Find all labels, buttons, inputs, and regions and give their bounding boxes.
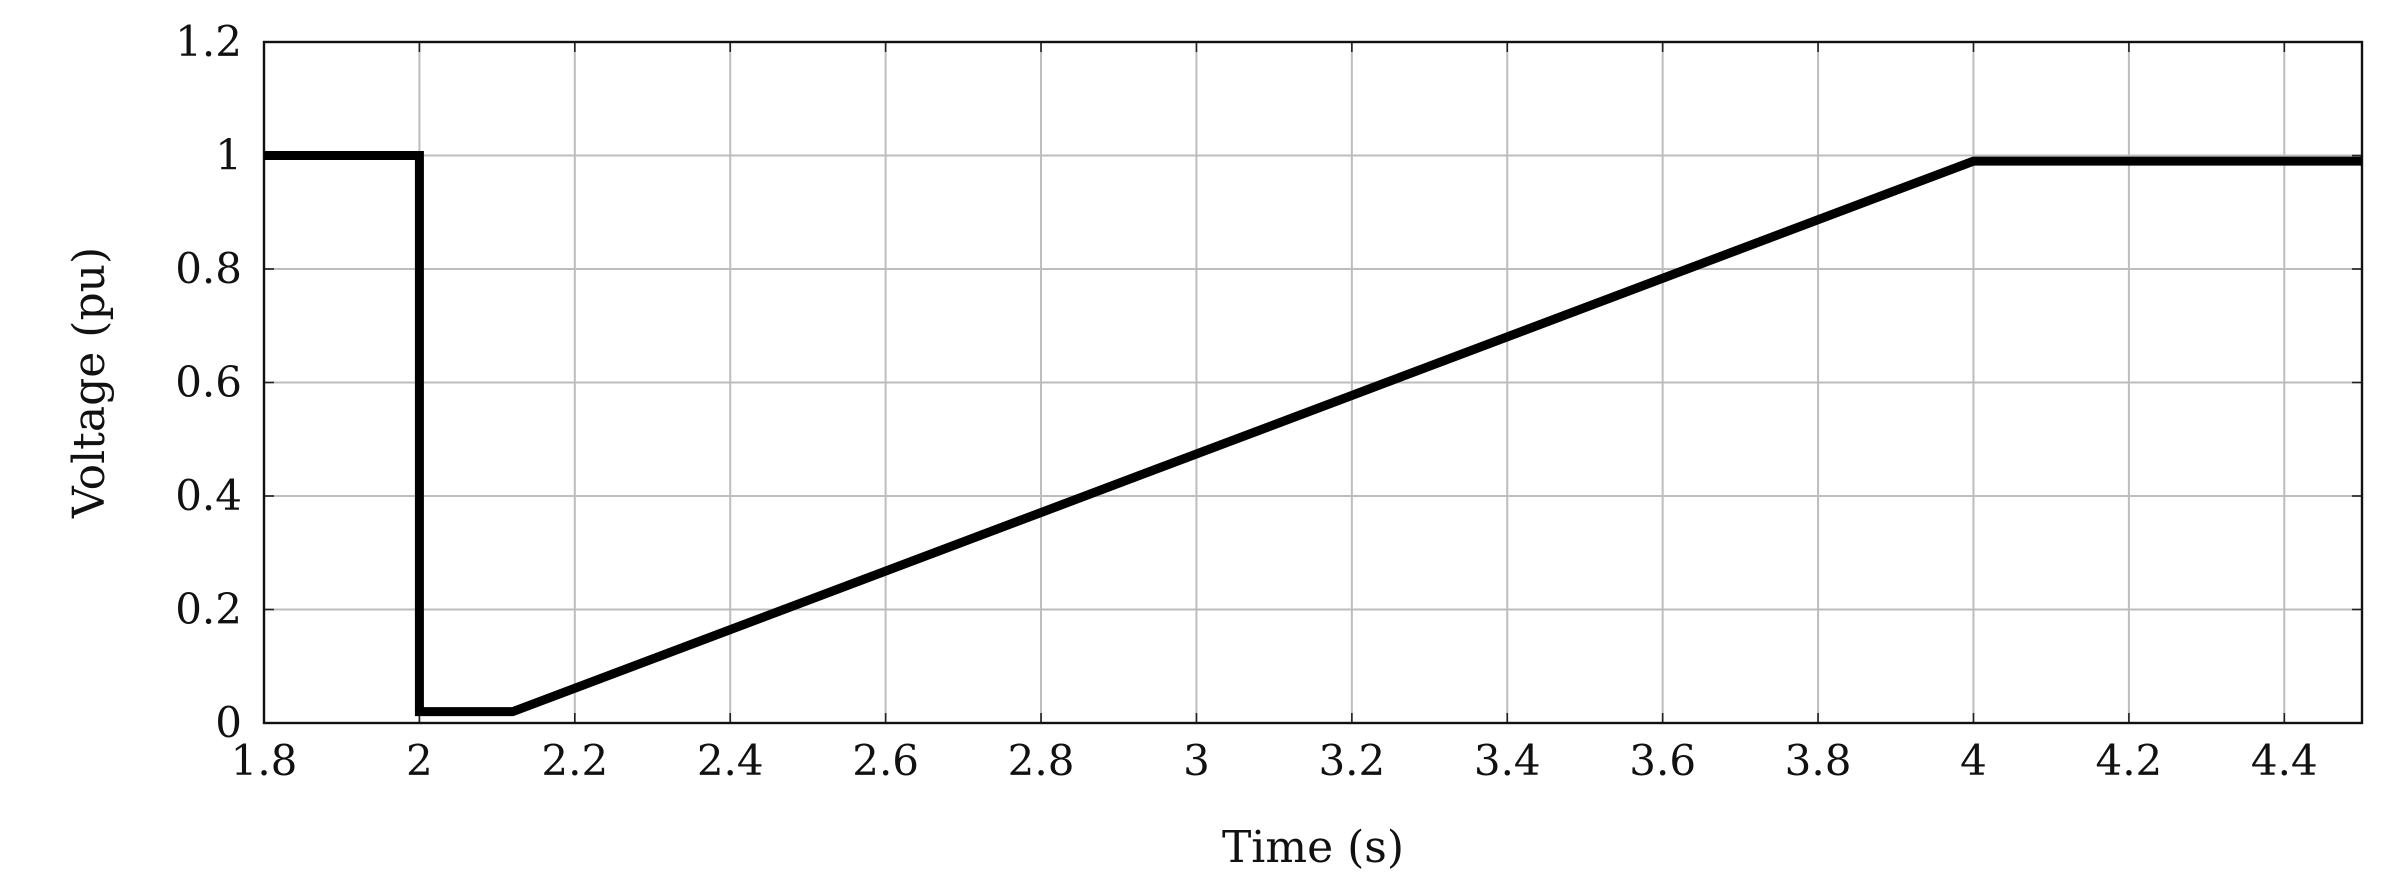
y-tick-labels: 0 0.2 0.4 0.6 0.8 1 1.2	[175, 17, 242, 747]
y-tick-label: 0.2	[175, 585, 242, 634]
plot-area-frame	[262, 40, 2364, 725]
series-line	[264, 151, 2362, 717]
y-tick-label: 0.6	[175, 358, 242, 407]
x-tick-label: 3.2	[1318, 736, 1385, 785]
x-tick-label: 3.8	[1785, 736, 1852, 785]
x-tick-label: 2.2	[541, 736, 608, 785]
x-tick-label: 4.2	[2095, 736, 2162, 785]
x-tick-label: 3.4	[1474, 736, 1541, 785]
y-tick-label: 0.4	[175, 471, 242, 520]
grid-lines	[263, 41, 2362, 724]
x-axis-title: Time (s)	[1222, 822, 1404, 873]
y-tick-label: 0.8	[175, 244, 242, 293]
y-tick-label: 1	[215, 131, 242, 180]
x-tick-label: 1.8	[231, 736, 298, 785]
y-axis-title: Voltage (pu)	[64, 247, 115, 519]
x-tick-label: 3.6	[1629, 736, 1696, 785]
x-tick-label: 2.4	[697, 736, 764, 785]
x-tick-label: 4.4	[2251, 736, 2318, 785]
y-tick-label: 0	[215, 698, 242, 747]
x-tick-label: 3	[1183, 736, 1210, 785]
x-tick-labels: 1.8 2 2.2 2.4 2.6 2.8 3 3.2 3.4 3.6 3.8 4 4.2 4.4	[231, 736, 2318, 785]
x-tick-label: 2	[406, 736, 433, 785]
x-tick-label: 4	[1960, 736, 1987, 785]
x-tick-label: 2.8	[1008, 736, 1075, 785]
series-layer	[264, 151, 2362, 717]
y-tick-label: 1.2	[175, 17, 242, 66]
x-tick-label: 2.6	[852, 736, 919, 785]
